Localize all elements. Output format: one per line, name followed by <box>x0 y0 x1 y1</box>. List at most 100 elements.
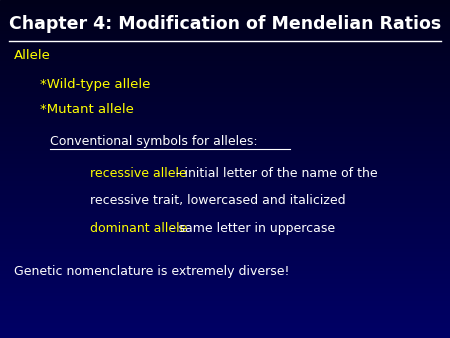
Bar <box>0 289 450 291</box>
Bar <box>0 193 450 194</box>
Bar <box>0 186 450 188</box>
Bar <box>0 314 450 316</box>
Bar <box>0 204 450 206</box>
Bar <box>0 272 450 274</box>
Bar <box>0 210 450 211</box>
Bar <box>0 267 450 269</box>
Bar <box>0 20 450 22</box>
Bar <box>0 284 450 286</box>
Bar <box>0 269 450 270</box>
Bar <box>0 321 450 323</box>
Bar <box>0 113 450 115</box>
Bar <box>0 198 450 199</box>
Bar <box>0 247 450 248</box>
Bar <box>0 279 450 281</box>
Bar <box>0 125 450 127</box>
Bar <box>0 132 450 134</box>
Bar <box>0 211 450 213</box>
Bar <box>0 32 450 34</box>
Bar <box>0 259 450 260</box>
Bar <box>0 282 450 284</box>
Bar <box>0 257 450 259</box>
Bar <box>0 281 450 282</box>
Bar <box>0 179 450 181</box>
Bar <box>0 262 450 264</box>
Bar <box>0 225 450 226</box>
Bar <box>0 152 450 154</box>
Bar <box>0 15 450 17</box>
Bar <box>0 206 450 208</box>
Bar <box>0 274 450 275</box>
Bar <box>0 162 450 164</box>
Bar <box>0 7 450 8</box>
Bar <box>0 286 450 287</box>
Text: recessive trait, lowercased and italicized: recessive trait, lowercased and italiciz… <box>90 194 346 207</box>
Bar <box>0 74 450 76</box>
Bar <box>0 331 450 333</box>
Bar <box>0 147 450 149</box>
Bar <box>0 149 450 150</box>
Bar <box>0 313 450 314</box>
Bar <box>0 29 450 30</box>
Bar <box>0 134 450 135</box>
Bar <box>0 176 450 177</box>
Bar <box>0 323 450 324</box>
Bar <box>0 105 450 106</box>
Bar <box>0 330 450 331</box>
Bar <box>0 47 450 49</box>
Bar <box>0 59 450 61</box>
Bar <box>0 120 450 122</box>
Bar <box>0 191 450 193</box>
Bar <box>0 140 450 142</box>
Bar <box>0 177 450 179</box>
Bar <box>0 303 450 304</box>
Bar <box>0 78 450 79</box>
Bar <box>0 135 450 137</box>
Bar <box>0 215 450 216</box>
Text: Allele: Allele <box>14 49 50 62</box>
Bar <box>0 110 450 112</box>
Bar <box>0 3 450 5</box>
Bar <box>0 201 450 203</box>
Bar <box>0 79 450 81</box>
Bar <box>0 0 450 2</box>
Bar <box>0 142 450 144</box>
Bar <box>0 101 450 103</box>
Bar <box>0 56 450 57</box>
Bar <box>0 181 450 183</box>
Bar <box>0 226 450 228</box>
Bar <box>0 183 450 184</box>
Bar <box>0 311 450 313</box>
Bar <box>0 336 450 338</box>
Bar <box>0 61 450 63</box>
Text: *Wild-type allele: *Wild-type allele <box>40 78 151 91</box>
Bar <box>0 5 450 7</box>
Bar <box>0 294 450 296</box>
Bar <box>0 81 450 83</box>
Bar <box>0 69 450 71</box>
Bar <box>0 8 450 10</box>
Bar <box>0 199 450 201</box>
Bar <box>0 37 450 39</box>
Bar <box>0 213 450 215</box>
Bar <box>0 189 450 191</box>
Bar <box>0 63 450 64</box>
Bar <box>0 106 450 108</box>
Bar <box>0 287 450 289</box>
Bar <box>0 245 450 247</box>
Bar <box>0 128 450 130</box>
Bar <box>0 166 450 167</box>
Bar <box>0 333 450 335</box>
Bar <box>0 255 450 257</box>
Bar <box>0 164 450 166</box>
Bar <box>0 240 450 242</box>
Bar <box>0 112 450 113</box>
Bar <box>0 95 450 96</box>
Bar <box>0 242 450 243</box>
Bar <box>0 88 450 90</box>
Bar <box>0 30 450 32</box>
Bar <box>0 14 450 15</box>
Bar <box>0 46 450 47</box>
Bar <box>0 161 450 162</box>
Bar <box>0 27 450 29</box>
